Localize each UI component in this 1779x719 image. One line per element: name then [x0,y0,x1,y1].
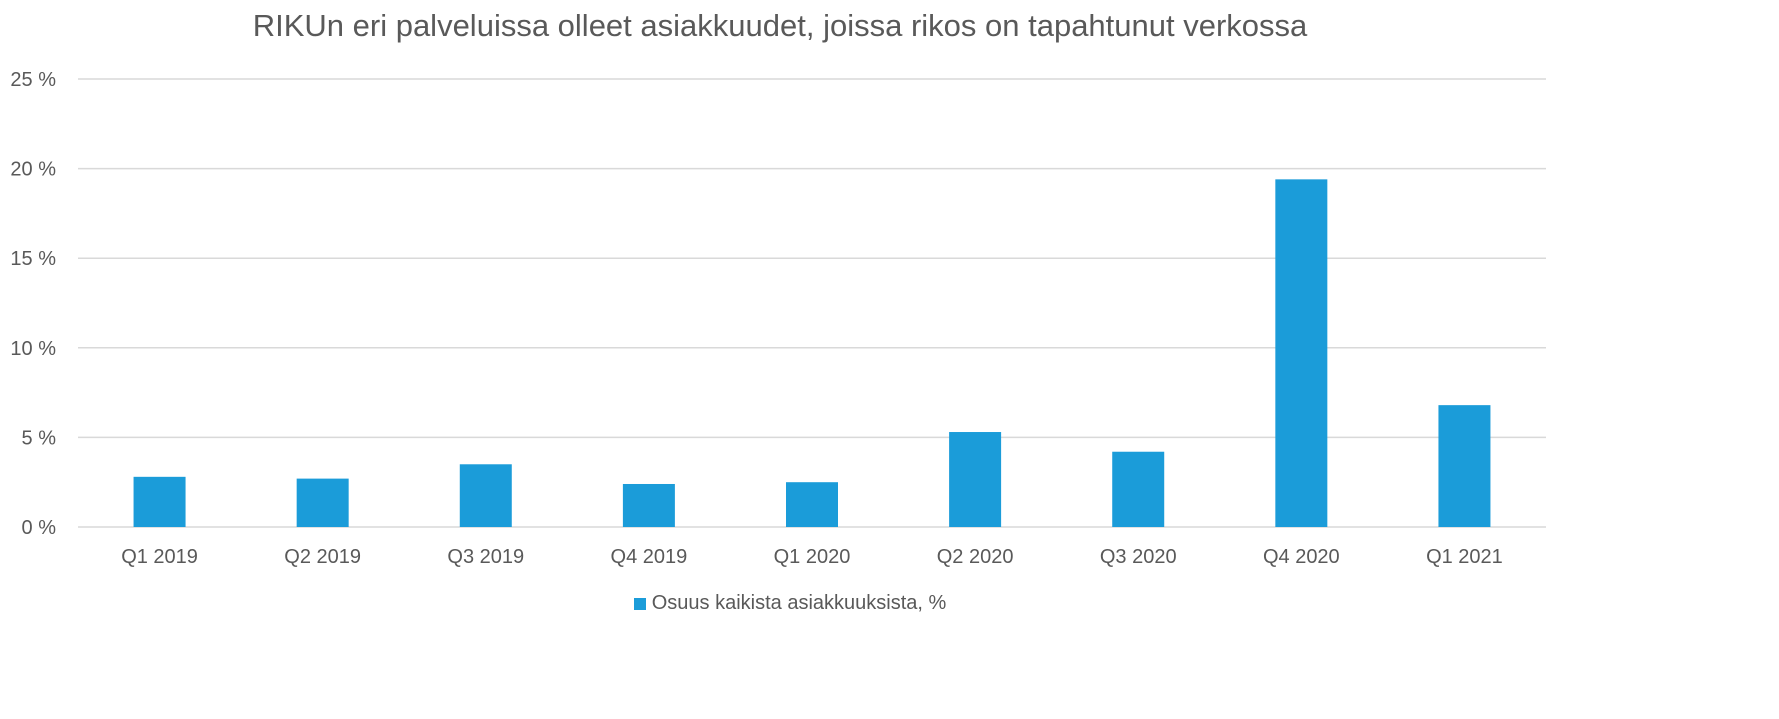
x-tick-label: Q1 2020 [774,546,851,568]
x-tick-label: Q2 2020 [937,546,1014,568]
bar [1275,179,1328,528]
bars [133,179,1491,528]
x-tick-label: Q1 2019 [121,546,198,568]
bar [459,464,512,527]
legend-swatch [633,597,646,610]
x-tick-label: Q4 2020 [1263,546,1340,568]
bar [949,432,1002,527]
x-tick-label: Q3 2020 [1100,546,1177,568]
bar-chart: 0 % 5 % 10 % 15 % 20 % 25 % Q1 2019 Q2 2019 Q3 … [10,69,1546,568]
chart-title: RIKUn eri palveluissa olleet asiakkuudet… [252,8,1308,43]
y-tick-label: 25 % [10,69,56,91]
y-tick-label: 5 % [22,427,57,449]
y-axis-tick-labels: 0 % 5 % 10 % 15 % 20 % 25 % [10,69,56,539]
x-axis-tick-labels: Q1 2019 Q2 2019 Q3 2019 Q4 2019 Q1 2020 Q2 20… [121,546,1503,568]
y-tick-label: 20 % [10,159,56,181]
legend: Osuus kaikista asiakkuuksista, % [0,592,1580,615]
legend-label: Osuus kaikista asiakkuuksista, % [651,592,947,614]
bar [1112,451,1165,527]
bar [622,483,675,527]
y-tick-label: 15 % [10,248,56,270]
x-tick-label: Q4 2019 [611,546,688,568]
y-tick-label: 10 % [10,338,56,360]
bar [296,478,349,527]
x-tick-label: Q3 2019 [447,546,524,568]
x-tick-label: Q2 2019 [284,546,361,568]
y-tick-label: 0 % [22,517,57,539]
bar [1438,405,1491,527]
bar [133,476,186,527]
x-tick-label: Q1 2021 [1426,546,1503,568]
bar [786,482,838,527]
